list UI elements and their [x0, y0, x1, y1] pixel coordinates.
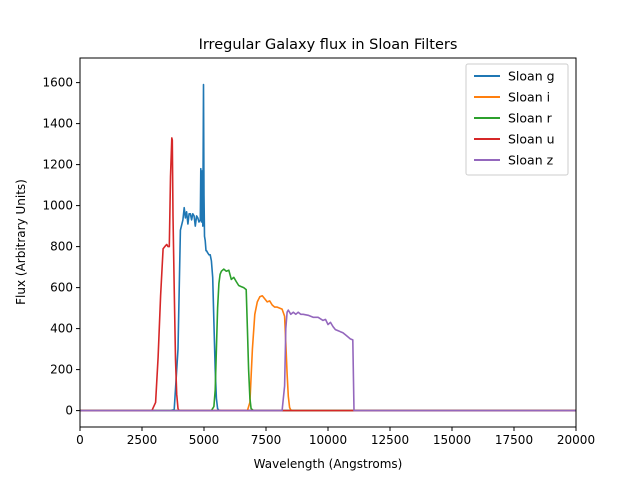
x-tick-label: 5000: [189, 433, 220, 447]
y-tick-label: 200: [50, 363, 73, 377]
legend-label-sloan-i: Sloan i: [508, 90, 550, 105]
series-line-sloan-r: [80, 268, 576, 412]
x-tick-label: 20000: [557, 433, 595, 447]
x-tick-label: 2500: [127, 433, 158, 447]
y-axis: 0 200 400 600 800 1000 1200 1400 1600: [42, 76, 80, 418]
x-tick-label: 15000: [433, 433, 471, 447]
series-line-sloan-i: [80, 294, 576, 412]
y-axis-label: Flux (Arbitrary Units): [14, 179, 28, 305]
x-axis-label: Wavelength (Angstroms): [254, 457, 403, 471]
y-tick-label: 600: [50, 281, 73, 295]
legend: Sloan g Sloan i Sloan r Sloan u Sloan z: [465, 63, 569, 176]
legend-label-sloan-z: Sloan z: [508, 153, 554, 168]
y-tick-label: 1200: [42, 158, 73, 172]
series-line-sloan-u: [80, 137, 576, 412]
series-line-sloan-z: [80, 309, 576, 412]
chart-title: Irregular Galaxy flux in Sloan Filters: [199, 37, 458, 53]
plot-lines: [80, 83, 576, 412]
y-tick-label: 1000: [42, 199, 73, 213]
x-axis: 0 2500 5000 7500 10000 12500 15000 17500 20000: [76, 427, 595, 447]
y-tick-label: 800: [50, 240, 73, 254]
legend-label-sloan-g: Sloan g: [508, 69, 555, 84]
y-tick-label: 1400: [42, 117, 73, 131]
legend-label-sloan-u: Sloan u: [508, 132, 555, 147]
x-tick-label: 7500: [251, 433, 282, 447]
legend-label-sloan-r: Sloan r: [508, 111, 553, 126]
x-tick-label: 10000: [309, 433, 347, 447]
x-tick-label: 12500: [371, 433, 409, 447]
x-tick-label: 17500: [495, 433, 533, 447]
y-tick-label: 0: [65, 404, 73, 418]
legend-box: [465, 63, 569, 176]
x-tick-label: 0: [76, 433, 84, 447]
y-tick-label: 1600: [42, 76, 73, 90]
y-tick-label: 400: [50, 322, 73, 336]
series-line-sloan-g: [80, 83, 576, 412]
